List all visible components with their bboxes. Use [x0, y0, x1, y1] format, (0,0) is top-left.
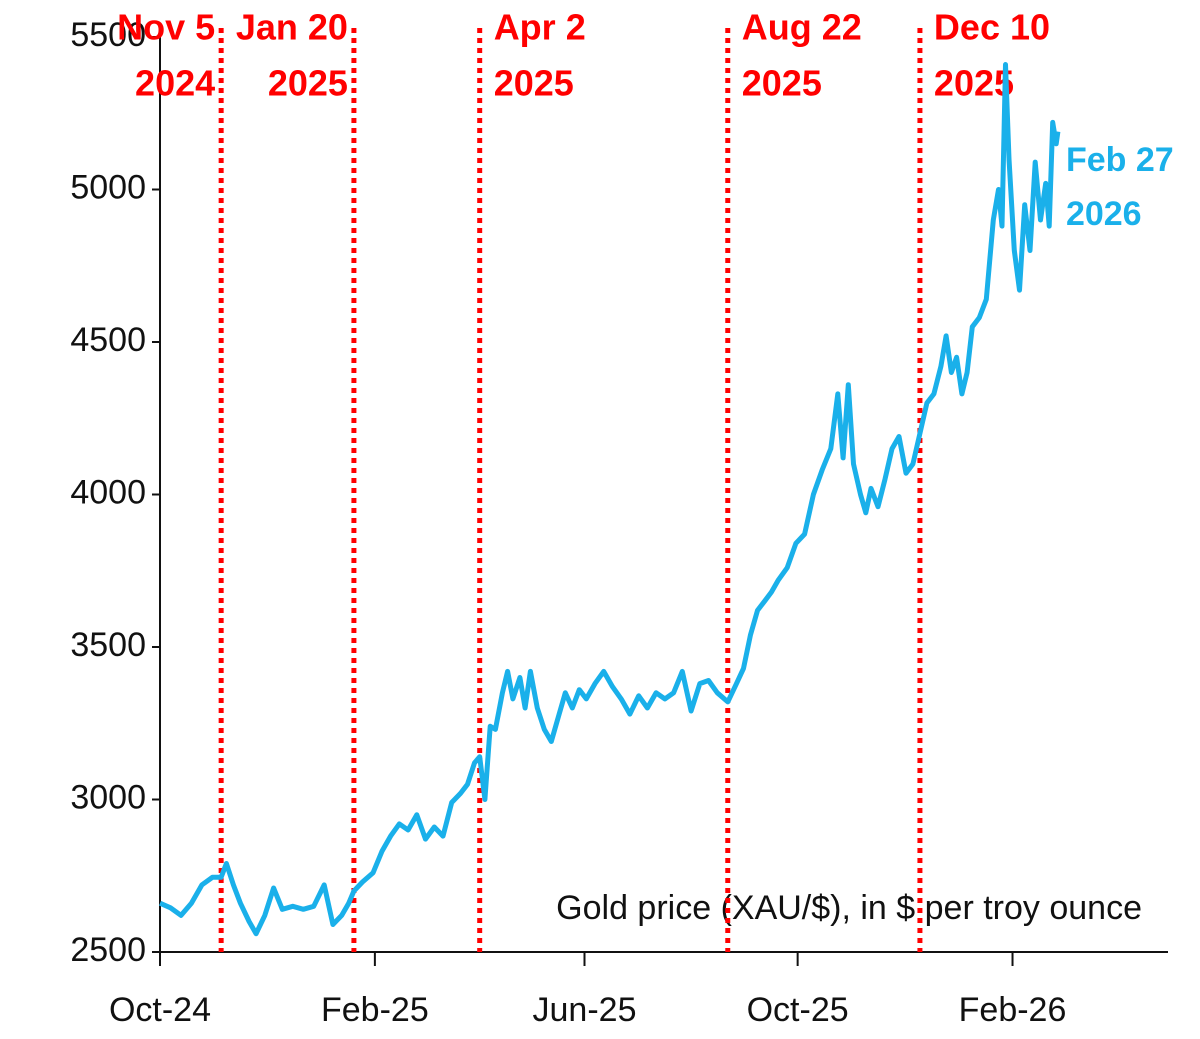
price-line	[158, 62, 1061, 937]
y-tick-label: 3500	[70, 626, 146, 664]
y-tick-label: 5500	[70, 16, 146, 54]
event-label: 2025	[934, 63, 1014, 104]
x-tick-label: Oct-25	[747, 991, 849, 1029]
event-label: 2024	[135, 63, 215, 104]
event-label: Apr 2	[494, 7, 586, 48]
event-label: Jan 20	[236, 7, 348, 48]
y-tick-label: 4500	[70, 321, 146, 359]
end-label: 2026	[1066, 195, 1142, 233]
event-label: Aug 22	[742, 7, 862, 48]
end-label: Feb 27	[1066, 141, 1174, 179]
y-tick-label: 4000	[70, 473, 146, 511]
x-tick-label: Feb-25	[321, 991, 429, 1029]
x-tick-label: Oct-24	[109, 991, 211, 1029]
event-label: 2025	[268, 63, 348, 104]
y-tick-label: 2500	[70, 931, 146, 969]
x-tick-label: Jun-25	[533, 991, 637, 1029]
chart-note: Gold price (XAU/$), in $ per troy ounce	[556, 889, 1142, 927]
event-label: Dec 10	[934, 7, 1050, 48]
y-tick-label: 3000	[70, 778, 146, 816]
event-label: 2025	[742, 63, 822, 104]
x-tick-label: Feb-26	[959, 991, 1067, 1029]
event-label: Nov 5	[117, 7, 215, 48]
y-tick-label: 5000	[70, 168, 146, 206]
event-label: 2025	[494, 63, 574, 104]
